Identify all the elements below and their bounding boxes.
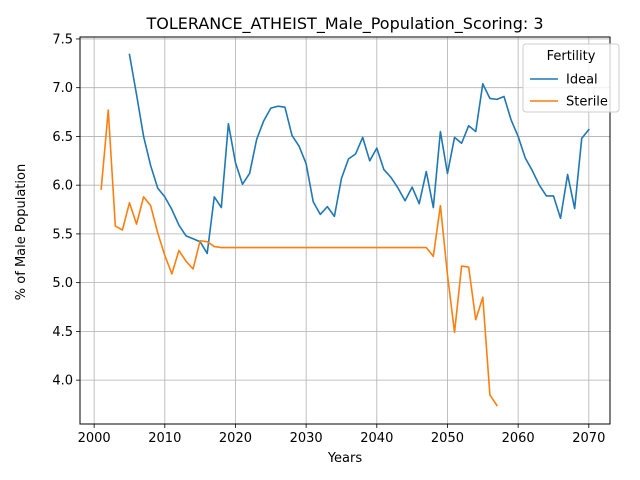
y-tick-label: 7.5 [52, 32, 73, 47]
y-tick-label: 7.0 [52, 81, 73, 96]
y-tick-label: 6.5 [52, 130, 73, 145]
series-line-sterile [100, 109, 499, 407]
legend: Fertility Ideal Sterile [522, 43, 620, 113]
y-tick-label: 5.0 [52, 276, 73, 291]
y-axis-label: % of Male Population [14, 164, 29, 300]
chart-title: TOLERANCE_ATHEIST_Male_Population_Scorin… [146, 14, 544, 34]
legend-label-sterile: Sterile [566, 95, 608, 110]
series-lines [100, 53, 590, 407]
y-tick-label: 6.0 [52, 179, 73, 194]
x-axis-label: Years [327, 451, 363, 466]
y-tick-label: 4.5 [52, 325, 73, 340]
plot-frame [79, 36, 611, 425]
x-tick-label: 2040 [360, 431, 393, 446]
legend-items: Ideal Sterile [530, 73, 608, 110]
legend-label-ideal: Ideal [566, 73, 598, 88]
x-tick-label: 2020 [219, 431, 252, 446]
x-tick-label: 2070 [572, 431, 605, 446]
x-tick-label: 2060 [502, 431, 535, 446]
x-tick-label: 2030 [290, 431, 323, 446]
legend-title: Fertility [547, 49, 596, 64]
series-line-ideal [128, 53, 590, 255]
y-tick-label: 4.0 [52, 374, 73, 389]
legend-box [522, 43, 620, 113]
axis-ticks: 2000 2010 2020 2030 2040 2050 2060 2070 4.0 4.5 5.… [52, 32, 605, 446]
x-tick-label: 2000 [78, 431, 111, 446]
x-tick-label: 2050 [431, 431, 464, 446]
x-tick-label: 2010 [148, 431, 181, 446]
y-tick-label: 5.5 [52, 227, 73, 242]
